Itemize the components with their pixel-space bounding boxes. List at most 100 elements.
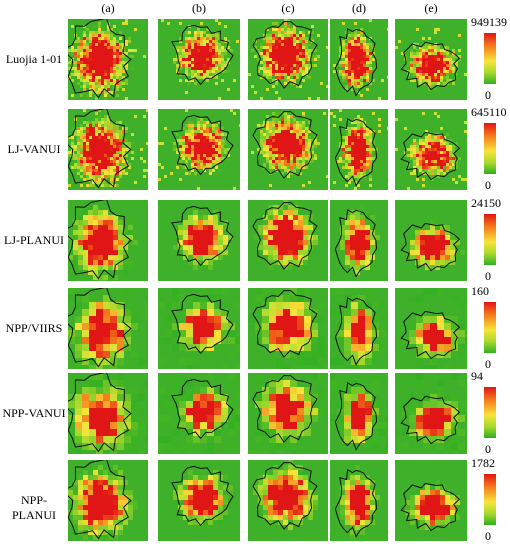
urban-boundary [400, 222, 461, 272]
map-panel [158, 109, 240, 190]
map-panel [248, 109, 328, 190]
colorbar-min-label: 0 [485, 357, 491, 371]
urban-boundary [334, 468, 378, 538]
colorbar [484, 387, 496, 438]
map-panel [68, 460, 148, 541]
map-panel [158, 200, 240, 281]
heatmap-image [171, 205, 234, 270]
map-panel [330, 19, 388, 100]
heatmap-image [248, 373, 328, 454]
map-panel [68, 109, 148, 190]
map-panel [158, 19, 240, 100]
map-panel [330, 109, 388, 190]
row-label: LJ-PLANUI [4, 232, 64, 247]
colorbar [484, 123, 496, 174]
map-panel [330, 200, 388, 281]
colorbar-max-label: 94 [471, 369, 483, 383]
colorbar [484, 302, 496, 353]
heatmap-image [400, 480, 465, 532]
urban-boundary [68, 19, 132, 99]
urban-boundary [252, 201, 318, 270]
colorbar-max-label: 160 [471, 284, 489, 298]
urban-boundary [171, 293, 234, 355]
heatmap-image [68, 288, 148, 369]
heatmap-image [171, 465, 234, 530]
colorbar-min-label: 0 [485, 178, 491, 192]
urban-boundary [252, 110, 318, 179]
colorbar-max-label: 949139 [471, 15, 507, 29]
urban-boundary [334, 27, 378, 97]
map-panel [395, 288, 467, 369]
heatmap-image [395, 288, 467, 369]
urban-boundary [400, 482, 461, 532]
urban-boundary [252, 374, 318, 443]
column-label-c: (c) [281, 1, 295, 15]
urban-boundary [334, 208, 378, 278]
heatmap-image [395, 373, 467, 454]
heatmap-image [251, 110, 328, 187]
heatmap-image [248, 288, 328, 369]
heatmap-image [68, 109, 148, 190]
map-panel [158, 288, 240, 369]
urban-boundary [252, 289, 318, 358]
heatmap-image [68, 19, 146, 100]
map-panel [330, 373, 388, 454]
heatmap-image [161, 19, 239, 100]
urban-boundary [400, 395, 461, 445]
urban-boundary [171, 205, 234, 267]
urban-boundary [400, 41, 461, 91]
map-panel [395, 373, 467, 454]
heatmap-image [158, 109, 240, 190]
map-panel [248, 200, 328, 281]
map-panel [68, 373, 148, 454]
column-label-b: (b) [192, 1, 206, 15]
map-panel [395, 109, 467, 190]
colorbar-max-label: 645110 [471, 105, 507, 119]
heatmap-image [330, 288, 388, 369]
row-label: Luojia 1-01 [5, 51, 63, 66]
heatmap-image [400, 220, 465, 272]
column-label-d: (d) [352, 1, 366, 15]
column-label-a: (a) [101, 1, 115, 15]
colorbar-min-label: 0 [485, 442, 491, 456]
colorbar-max-label: 24150 [471, 196, 501, 210]
heatmap-image [158, 288, 240, 369]
colorbar [484, 474, 496, 525]
colorbar-max-label: 1782 [471, 456, 495, 470]
map-panel [248, 460, 328, 541]
urban-boundary [252, 461, 318, 530]
urban-boundary [171, 465, 234, 527]
heatmap-image [248, 19, 328, 100]
map-panel [248, 373, 328, 454]
urban-boundary [334, 296, 378, 366]
urban-boundary [68, 109, 132, 189]
map-panel [158, 373, 240, 454]
urban-boundary [171, 378, 234, 440]
urban-boundary [68, 373, 132, 453]
map-panel [395, 200, 467, 281]
map-panel [68, 200, 148, 281]
heatmap-image [334, 465, 380, 540]
heatmap-image [395, 28, 467, 91]
heatmap-image [330, 109, 388, 190]
heatmap-image [334, 205, 380, 280]
urban-boundary [171, 24, 234, 86]
row-label: NPP-PLANUI [12, 492, 56, 522]
map-panel [68, 288, 148, 369]
map-panel [248, 288, 328, 369]
urban-boundary [334, 117, 378, 187]
heatmap-image [68, 373, 148, 454]
heatmap-image [68, 460, 138, 541]
colorbar [484, 214, 496, 265]
column-label-e: (e) [424, 1, 438, 15]
map-panel [158, 460, 240, 541]
heatmap-image [68, 200, 138, 281]
heatmap-image [252, 460, 323, 535]
heatmap-image [252, 200, 323, 270]
colorbar-min-label: 0 [485, 529, 491, 543]
colorbar [484, 33, 496, 84]
urban-boundary [171, 114, 234, 176]
urban-boundary [68, 200, 132, 280]
colorbar-min-label: 0 [485, 88, 491, 102]
